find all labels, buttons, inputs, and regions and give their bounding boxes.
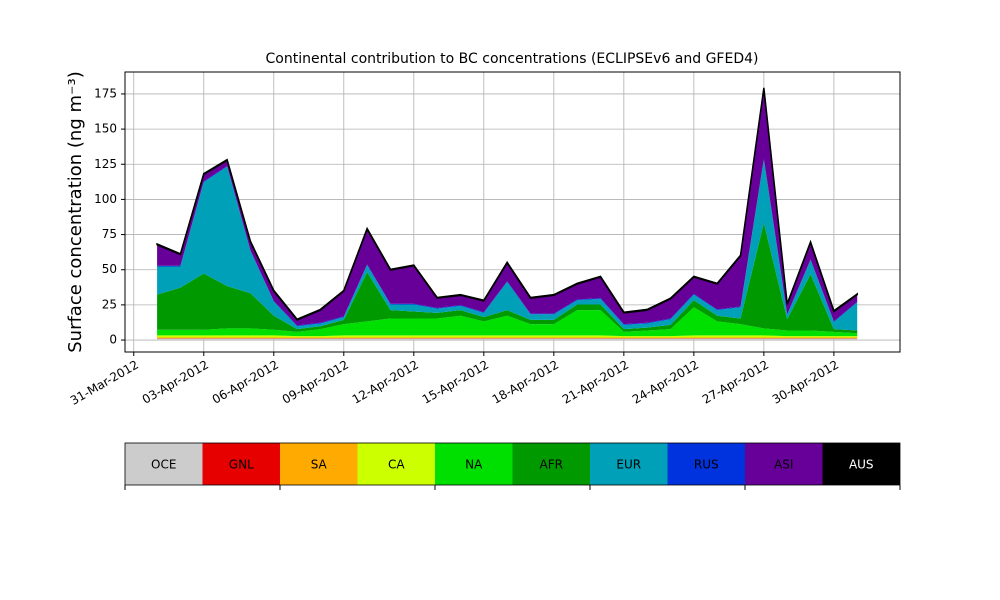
y-tick-label: 150: [94, 122, 117, 136]
plot-frame: [124, 71, 901, 353]
legend-label: OCE: [151, 458, 176, 472]
legend-swatch: [667, 443, 745, 485]
legend-swatch: [435, 443, 513, 485]
legend-label: AFR: [540, 458, 563, 472]
legend-swatch: [512, 443, 590, 485]
x-tick-label: 31-Mar-2012: [68, 358, 141, 408]
y-tick-label: 125: [94, 157, 117, 171]
y-tick-label: 100: [94, 192, 117, 206]
area: [157, 159, 858, 331]
y-tick-label: 175: [94, 86, 117, 100]
x-tick-label: 18-Apr-2012: [490, 358, 561, 407]
legend-label: EUR: [616, 458, 641, 472]
legend-label: RUS: [694, 458, 719, 472]
y-axis-label: Surface concentration (ng m⁻³): [65, 71, 86, 353]
legend-label: GNL: [229, 458, 254, 472]
area: [156, 87, 858, 321]
area: [157, 335, 858, 338]
legend-label: CA: [388, 458, 405, 472]
y-tick-label: 75: [102, 227, 117, 241]
area: [157, 338, 858, 341]
x-tick-label: 03-Apr-2012: [140, 358, 211, 407]
y-tick-label: 0: [109, 333, 117, 347]
legend-label: SA: [311, 458, 328, 472]
legend-swatch: [590, 443, 668, 485]
area: [157, 88, 858, 326]
area: [157, 337, 858, 339]
legend-label: ASI: [774, 458, 793, 472]
x-tick-label: 15-Apr-2012: [420, 358, 491, 407]
chart-title: Continental contribution to BC concentra…: [266, 51, 759, 67]
x-tick-label: 21-Apr-2012: [560, 358, 631, 407]
x-tick-label: 09-Apr-2012: [280, 358, 351, 407]
area: [157, 307, 858, 337]
legend-swatch: [822, 443, 900, 485]
x-tick-label: 12-Apr-2012: [350, 358, 421, 407]
y-tick-label: 25: [102, 297, 117, 311]
legend-swatch: [280, 443, 358, 485]
legend-swatch: [125, 443, 203, 485]
legend-swatch: [745, 443, 823, 485]
legend-label: AUS: [849, 458, 874, 472]
legend-swatch: [202, 443, 280, 485]
x-tick-label: 30-Apr-2012: [770, 358, 841, 407]
x-tick-label: 06-Apr-2012: [210, 358, 281, 407]
x-tick-label: 24-Apr-2012: [630, 358, 701, 407]
legend-label: NA: [465, 458, 483, 472]
y-tick-label: 50: [102, 262, 117, 276]
legend-swatch: [357, 443, 435, 485]
area: [157, 222, 858, 334]
x-tick-label: 27-Apr-2012: [700, 358, 771, 407]
legend-frame: [124, 442, 901, 486]
